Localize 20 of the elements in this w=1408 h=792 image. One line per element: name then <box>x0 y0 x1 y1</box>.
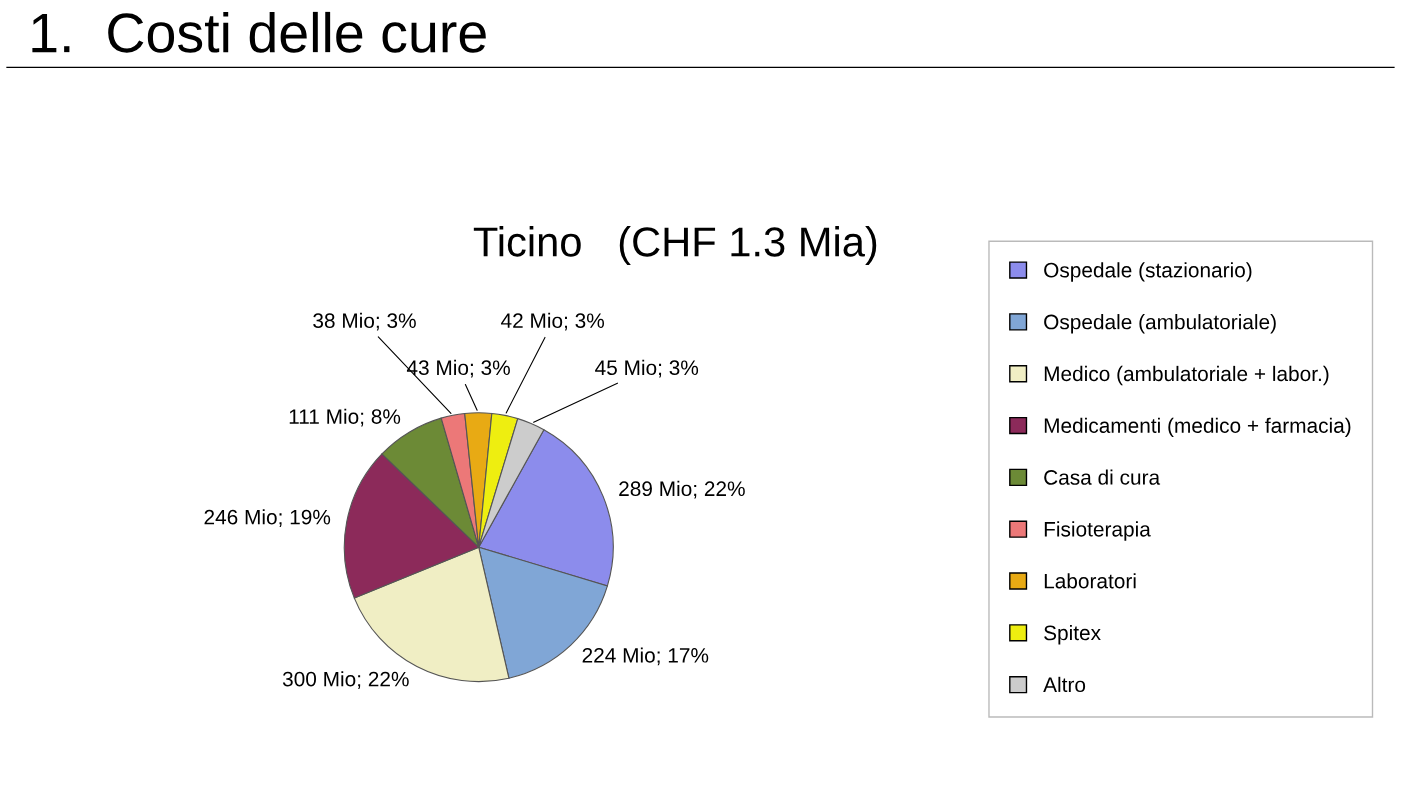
data-label: 43 Mio; 3% <box>406 359 510 378</box>
legend-label: Medicamenti (medico + farmacia) <box>1044 417 1351 438</box>
data-label: 246 Mio; 19% <box>204 509 331 527</box>
data-label: 38 Mio; 3% <box>313 312 416 331</box>
legend-label: Fisioterapia <box>1044 521 1151 541</box>
legend-label: Altro <box>1043 676 1086 693</box>
data-label: 289 Mio; 22% <box>619 480 745 499</box>
legend-label: Laboratori <box>1044 573 1136 589</box>
legend-label: Medico (ambulatoriale + labor.) <box>1044 365 1329 386</box>
legend-label: Ospedale (ambulatoriale) <box>1044 314 1276 334</box>
data-label: 300 Mio; 22% <box>282 671 409 689</box>
data-label: 42 Mio; 3% <box>501 312 605 331</box>
chart-subtitle: Ticino (CHF 1.3 Mia) <box>473 226 877 265</box>
data-label: 224 Mio; 17% <box>582 647 709 666</box>
data-label: 111 Mio; 8% <box>289 408 401 427</box>
legend-label: Spitex <box>1044 624 1101 645</box>
chart-title: 1. Costi delle cure <box>32 11 486 53</box>
data-label: 45 Mio; 3% <box>595 359 699 378</box>
legend-label: Casa di cura <box>1044 469 1161 485</box>
legend-label: Ospedale (stazionario) <box>1044 262 1252 282</box>
